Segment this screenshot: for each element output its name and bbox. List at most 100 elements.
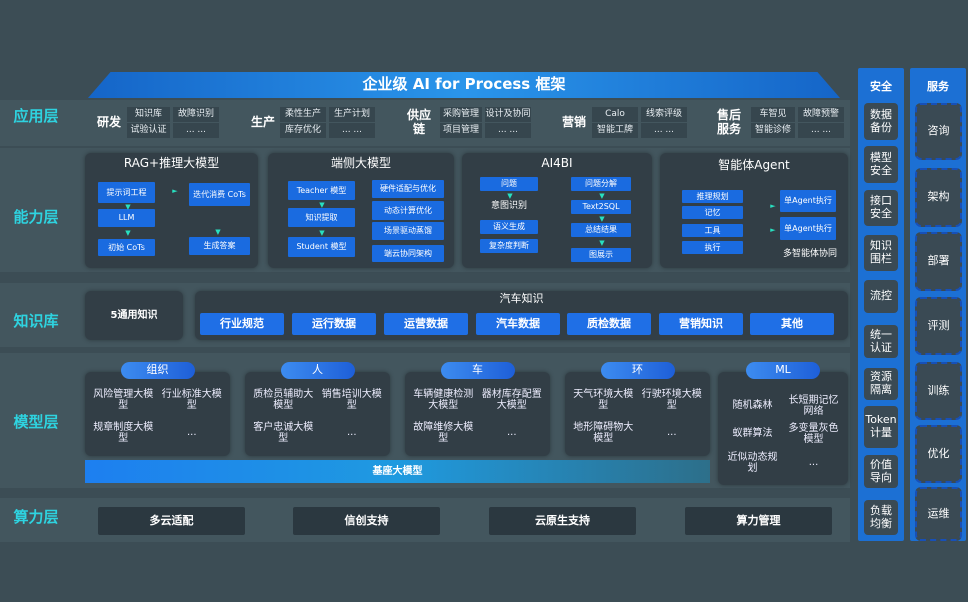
model-item: 多变量灰色模型: [788, 422, 839, 446]
compute-item: 多云适配: [98, 507, 245, 535]
app-cell: ... ...: [173, 123, 219, 138]
model-item: 销售培训大模型: [321, 388, 382, 412]
security-item: Token计量: [864, 406, 898, 448]
title-banner: 企业级 AI for Process 框架: [88, 72, 840, 98]
app-domain-label: 生产: [250, 115, 275, 130]
arrow-icon: ▼: [125, 202, 131, 211]
model-item: 近似动态规划: [727, 451, 778, 475]
rag-step: 提示词工程: [98, 182, 155, 203]
agent-step: 执行: [682, 241, 743, 254]
service-item: 评测: [915, 297, 962, 355]
rag-step: 生成答案: [189, 237, 250, 255]
service-item: 优化: [915, 425, 962, 483]
model-group-panel: [85, 372, 230, 456]
rag-step: LLM: [98, 209, 155, 227]
service-item: 运维: [915, 487, 962, 541]
model-item: 行驶环境大模型: [641, 388, 702, 412]
model-item: 长短期记忆网络: [788, 394, 839, 418]
app-cell: ... ...: [329, 123, 375, 138]
app-cell: ... ...: [641, 123, 687, 138]
edge-step: Student 模型: [288, 237, 355, 257]
app-cell: 智能诊修: [751, 123, 795, 138]
model-item: 器材库存配置大模型: [481, 388, 542, 412]
rag-step: 初始 CoTs: [98, 239, 155, 256]
rag-title: RAG+推理大模型: [123, 156, 220, 171]
model-item: 质检员辅助大模型: [253, 388, 314, 412]
agent-title: 智能体Agent: [718, 158, 790, 173]
edge-step: Teacher 模型: [288, 181, 355, 200]
app-cell: 试验认证: [127, 123, 170, 138]
app-domain-label: 研发: [96, 115, 121, 130]
ai4bi-step: 总结结果: [571, 223, 631, 237]
model-group-panel: [565, 372, 710, 456]
ai4bi-step: 问题: [480, 177, 538, 191]
arrow-icon: ▼: [319, 228, 325, 237]
service-item: 架构: [915, 168, 962, 227]
edge-step: 场景驱动蒸馏: [372, 222, 444, 240]
agent-step: 单Agent执行: [780, 217, 836, 240]
security-item: 资源隔离: [864, 368, 898, 400]
model-item: ...: [666, 427, 677, 439]
edge-step: 知识提取: [288, 208, 355, 227]
model-item: 风险管理大模型: [93, 388, 154, 412]
arrow-icon: ►: [770, 201, 776, 210]
arrow-icon: ►: [172, 186, 178, 195]
knowledge-item: 运营数据: [384, 313, 468, 335]
model-item: ...: [808, 457, 819, 469]
app-cell: 生产计划: [329, 107, 375, 122]
arrow-icon: ►: [770, 225, 776, 234]
model-group-panel: [245, 372, 390, 456]
model-item: 蚁群算法: [732, 428, 773, 440]
arrow-icon: ▼: [599, 214, 605, 223]
ai4bi-step: 语义生成: [480, 220, 538, 234]
base-model-bar: 基座大模型: [85, 460, 710, 483]
ai4bi-step: Text2SQL: [571, 200, 631, 214]
edge-step: 动态计算优化: [372, 201, 444, 220]
layer-label-compute: 算力层: [13, 508, 59, 527]
app-cell: 库存优化: [280, 123, 326, 138]
app-cell: 设计及协同: [485, 107, 531, 122]
general-knowledge: 5通用知识: [110, 309, 158, 321]
arrow-icon: ▼: [215, 227, 221, 236]
knowledge-item: 质检数据: [567, 313, 651, 335]
app-cell: 采购管理: [440, 107, 482, 122]
auto-knowledge-title: 汽车知识: [499, 291, 544, 305]
arrow-icon: ▼: [319, 200, 325, 209]
agent-step: 记忆: [682, 206, 743, 219]
security-title: 安全: [870, 79, 892, 93]
model-item: 地形障碍物大模型: [573, 421, 634, 445]
ai4bi-step: 复杂度判断: [480, 239, 538, 253]
layer-label-knowledge: 知识库: [13, 312, 59, 331]
model-item: ...: [186, 427, 197, 439]
model-item: 行业标准大模型: [161, 388, 222, 412]
model-item: 规章制度大模型: [93, 421, 154, 445]
arrow-icon: ▼: [599, 238, 605, 247]
general-knowledge-panel: [85, 291, 183, 340]
model-group-pill: ML: [746, 362, 820, 379]
app-cell: 车智见: [751, 107, 795, 122]
app-domain-label: 售后服务: [716, 108, 741, 136]
app-cell: 故障预警: [798, 107, 844, 122]
app-cell: 柔性生产: [280, 107, 326, 122]
security-item: 负载均衡: [864, 500, 898, 535]
app-cell: 智能工牌: [592, 123, 638, 138]
model-group-pill: 环: [600, 362, 675, 379]
edge-title: 端侧大模型: [330, 156, 391, 171]
security-item: 流控: [864, 280, 898, 313]
app-cell: 线索评级: [641, 107, 687, 122]
app-cell: Calo: [592, 107, 638, 122]
model-group-panel: [718, 372, 848, 485]
service-item: 咨询: [915, 103, 962, 160]
model-group-pill: 车: [440, 362, 515, 379]
security-item: 接口安全: [864, 190, 898, 226]
arrow-icon: ▼: [125, 228, 131, 237]
security-item: 统一认证: [864, 325, 898, 358]
app-domain-label: 营销: [561, 115, 586, 130]
rag-step: 迭代消费 CoTs: [189, 183, 250, 206]
compute-item: 信创支持: [293, 507, 440, 535]
arrow-icon: ▼: [507, 191, 513, 200]
agent-step: 推理规划: [682, 190, 743, 203]
agent-step: 单Agent执行: [780, 190, 836, 212]
security-item: 价值导向: [864, 455, 898, 488]
app-cell: 项目管理: [440, 123, 482, 138]
